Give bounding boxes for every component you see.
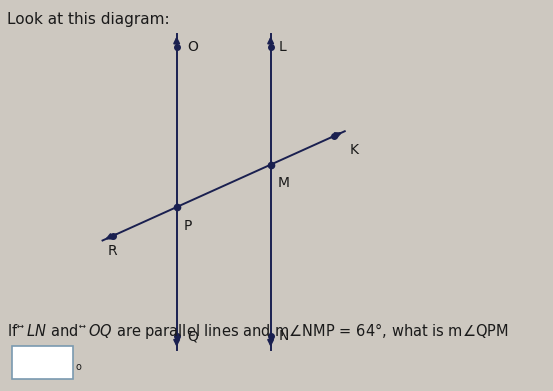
Text: P: P: [184, 219, 192, 233]
Text: M: M: [278, 176, 290, 190]
Text: L: L: [279, 40, 287, 54]
Text: O: O: [187, 40, 198, 54]
Text: N: N: [279, 329, 289, 343]
Text: Q: Q: [187, 329, 198, 343]
Text: If $\overleftrightarrow{LN}$ and $\overleftrightarrow{OQ}$ are parallel lines an: If $\overleftrightarrow{LN}$ and $\overl…: [8, 321, 509, 341]
Text: Look at this diagram:: Look at this diagram:: [8, 13, 170, 27]
FancyBboxPatch shape: [12, 346, 73, 378]
Text: K: K: [349, 143, 358, 157]
Text: R: R: [107, 244, 117, 258]
Text: o: o: [76, 362, 81, 372]
